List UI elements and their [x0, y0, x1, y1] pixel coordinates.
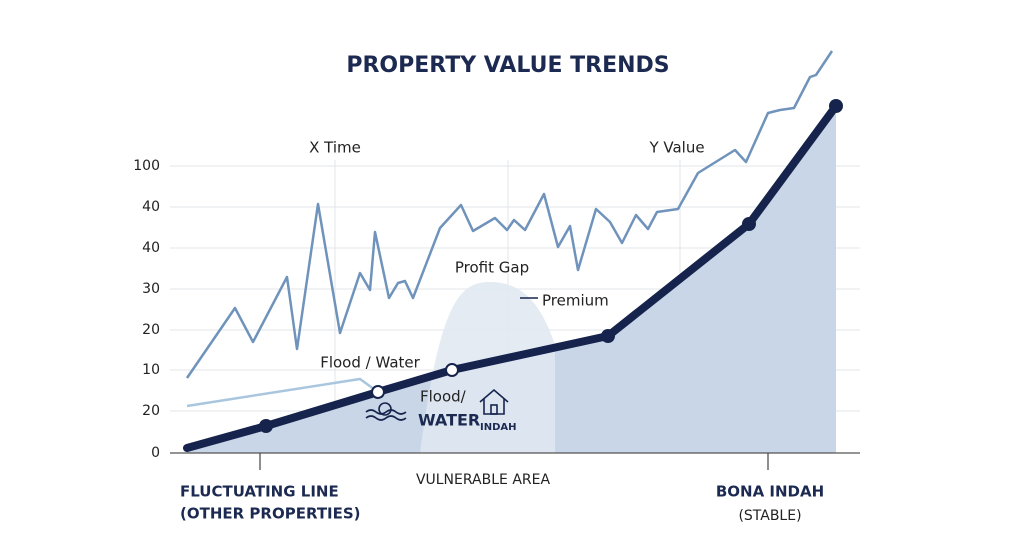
stable-points — [259, 99, 843, 433]
annotation: Flood/ — [420, 388, 467, 406]
point — [371, 385, 385, 399]
y-axis-label: Y Value — [648, 139, 704, 157]
annotation: VULNERABLE AREA — [416, 472, 551, 488]
y-tick-label: 100 — [133, 158, 160, 174]
bottom-label: FLUCTUATING LINE — [180, 483, 339, 501]
profit-gap-hump — [420, 282, 555, 453]
annotation: Flood / Water — [320, 354, 420, 372]
house-icon — [479, 388, 509, 415]
point — [601, 329, 615, 343]
point — [445, 363, 459, 377]
y-tick-label: 40 — [142, 199, 160, 215]
y-tick-label: 30 — [142, 281, 160, 297]
point — [259, 419, 273, 433]
y-tick-label: 40 — [142, 240, 160, 256]
stable-area — [187, 106, 836, 453]
annotation: Profit Gap — [455, 259, 529, 277]
title: PROPERTY VALUE TRENDS — [346, 53, 669, 78]
annotation: WATER — [418, 411, 480, 430]
point — [829, 99, 843, 113]
point — [742, 217, 756, 231]
bottom-label: BONA INDAH — [716, 483, 824, 501]
y-tick-label: 20 — [142, 403, 160, 419]
light-line — [186, 377, 379, 408]
bottom-label: (STABLE) — [738, 508, 801, 524]
x-axis-label: X Time — [309, 139, 361, 157]
y-tick-label: 10 — [142, 362, 160, 378]
y-tick-label: 20 — [142, 322, 160, 338]
flood-icon — [365, 402, 407, 421]
fluctuating-line — [185, 50, 834, 379]
bottom-label: (OTHER PROPERTIES) — [180, 505, 361, 523]
y-tick-label: 0 — [151, 445, 160, 461]
annotation: Premium — [542, 292, 609, 310]
annotation: INDAH — [480, 422, 517, 433]
